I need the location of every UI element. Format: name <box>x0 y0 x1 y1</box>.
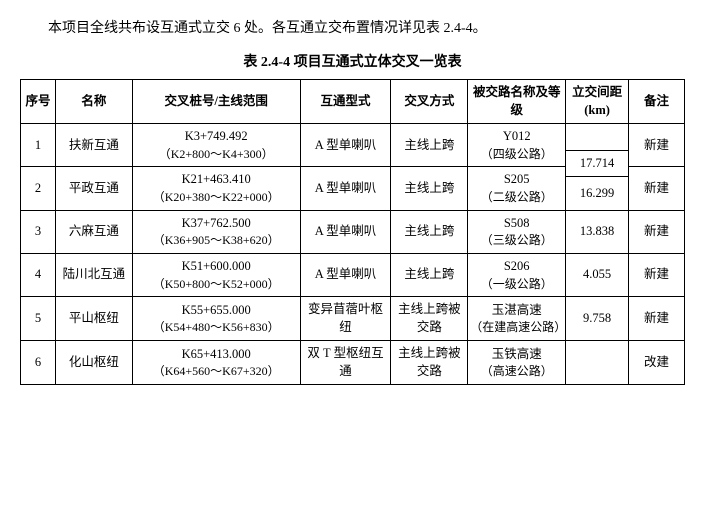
stake-sub: （K64+560～K67+320） <box>135 363 298 380</box>
td-name: 平山枢纽 <box>55 297 132 341</box>
header-row: 序号 名称 交叉桩号/主线范围 互通型式 交叉方式 被交路名称及等级 立交间距(… <box>21 80 685 124</box>
td-road: 玉湛高速（在建高速公路） <box>468 297 566 341</box>
interchange-table: 序号 名称 交叉桩号/主线范围 互通型式 交叉方式 被交路名称及等级 立交间距(… <box>20 79 685 385</box>
td-road: S206（一级公路） <box>468 254 566 297</box>
stake-main: K65+413.000 <box>135 346 298 364</box>
td-idx: 3 <box>21 210 56 253</box>
td-type: A 型单喇叭 <box>300 167 391 210</box>
table-caption: 表 2.4-4 项目互通式立体交叉一览表 <box>20 51 685 71</box>
td-stake: K65+413.000（K64+560～K67+320） <box>132 341 300 385</box>
td-dist: 16.299 <box>566 177 629 211</box>
td-idx: 2 <box>21 167 56 210</box>
td-road: S205（二级公路） <box>468 167 566 210</box>
th-idx: 序号 <box>21 80 56 124</box>
td-stake: K3+749.492（K2+800～K4+300） <box>132 124 300 167</box>
road-main: S205 <box>470 171 563 189</box>
stake-sub: （K50+800～K52+000） <box>135 276 298 293</box>
th-stake: 交叉桩号/主线范围 <box>132 80 300 124</box>
stake-sub: （K54+480～K56+830） <box>135 319 298 336</box>
td-dist: 4.055 <box>566 254 629 297</box>
road-sub: （在建高速公路） <box>470 319 563 336</box>
td-mode: 主线上跨被交路 <box>391 297 468 341</box>
intro-text: 本项目全线共布设互通式立交 6 处。各互通立交布置情况详见表 2.4-4。 <box>20 16 685 41</box>
road-sub: （三级公路） <box>470 232 563 249</box>
td-idx: 4 <box>21 254 56 297</box>
td-name: 平政互通 <box>55 167 132 210</box>
td-name: 扶新互通 <box>55 124 132 167</box>
td-road: 玉铁高速（高速公路） <box>468 341 566 385</box>
stake-main: K3+749.492 <box>135 128 298 146</box>
th-mode: 交叉方式 <box>391 80 468 124</box>
td-note: 新建 <box>629 297 685 341</box>
road-sub: （四级公路） <box>470 146 563 163</box>
td-type: A 型单喇叭 <box>300 254 391 297</box>
td-stake: K37+762.500（K36+905～K38+620） <box>132 210 300 253</box>
road-main: Y012 <box>470 128 563 146</box>
road-sub: （高速公路） <box>470 363 563 380</box>
stake-main: K55+655.000 <box>135 302 298 320</box>
td-dist-blank <box>566 341 629 385</box>
th-road: 被交路名称及等级 <box>468 80 566 124</box>
td-dist: 13.838 <box>566 210 629 253</box>
td-dist: 9.758 <box>566 297 629 341</box>
td-type: A 型单喇叭 <box>300 210 391 253</box>
td-mode: 主线上跨被交路 <box>391 341 468 385</box>
road-main: S206 <box>470 258 563 276</box>
td-idx: 6 <box>21 341 56 385</box>
td-idx: 1 <box>21 124 56 167</box>
td-note: 新建 <box>629 167 685 210</box>
td-dist: 17.714 <box>566 150 629 177</box>
td-stake: K51+600.000（K50+800～K52+000） <box>132 254 300 297</box>
road-sub: （一级公路） <box>470 276 563 293</box>
road-main: 玉湛高速 <box>470 302 563 320</box>
road-sub: （二级公路） <box>470 189 563 206</box>
td-road: S508（三级公路） <box>468 210 566 253</box>
td-idx: 5 <box>21 297 56 341</box>
td-stake: K21+463.410（K20+380～K22+000） <box>132 167 300 210</box>
td-mode: 主线上跨 <box>391 254 468 297</box>
td-stake: K55+655.000（K54+480～K56+830） <box>132 297 300 341</box>
td-note: 改建 <box>629 341 685 385</box>
td-name: 陆川北互通 <box>55 254 132 297</box>
td-type: 双 T 型枢纽互通 <box>300 341 391 385</box>
stake-main: K21+463.410 <box>135 171 298 189</box>
table-row: 1扶新互通K3+749.492（K2+800～K4+300）A 型单喇叭主线上跨… <box>21 124 685 151</box>
stake-sub: （K36+905～K38+620） <box>135 232 298 249</box>
td-note: 新建 <box>629 124 685 167</box>
td-mode: 主线上跨 <box>391 124 468 167</box>
td-name: 六麻互通 <box>55 210 132 253</box>
td-mode: 主线上跨 <box>391 167 468 210</box>
stake-sub: （K20+380～K22+000） <box>135 189 298 206</box>
td-type: A 型单喇叭 <box>300 124 391 167</box>
th-name: 名称 <box>55 80 132 124</box>
stake-main: K37+762.500 <box>135 215 298 233</box>
td-name: 化山枢纽 <box>55 341 132 385</box>
td-dist-blank <box>566 124 629 151</box>
td-road: Y012（四级公路） <box>468 124 566 167</box>
th-note: 备注 <box>629 80 685 124</box>
stake-sub: （K2+800～K4+300） <box>135 146 298 163</box>
th-type: 互通型式 <box>300 80 391 124</box>
td-note: 新建 <box>629 254 685 297</box>
td-note: 新建 <box>629 210 685 253</box>
stake-main: K51+600.000 <box>135 258 298 276</box>
th-dist: 立交间距(km) <box>566 80 629 124</box>
td-mode: 主线上跨 <box>391 210 468 253</box>
road-main: S508 <box>470 215 563 233</box>
road-main: 玉铁高速 <box>470 346 563 364</box>
td-type: 变异苜蓿叶枢纽 <box>300 297 391 341</box>
